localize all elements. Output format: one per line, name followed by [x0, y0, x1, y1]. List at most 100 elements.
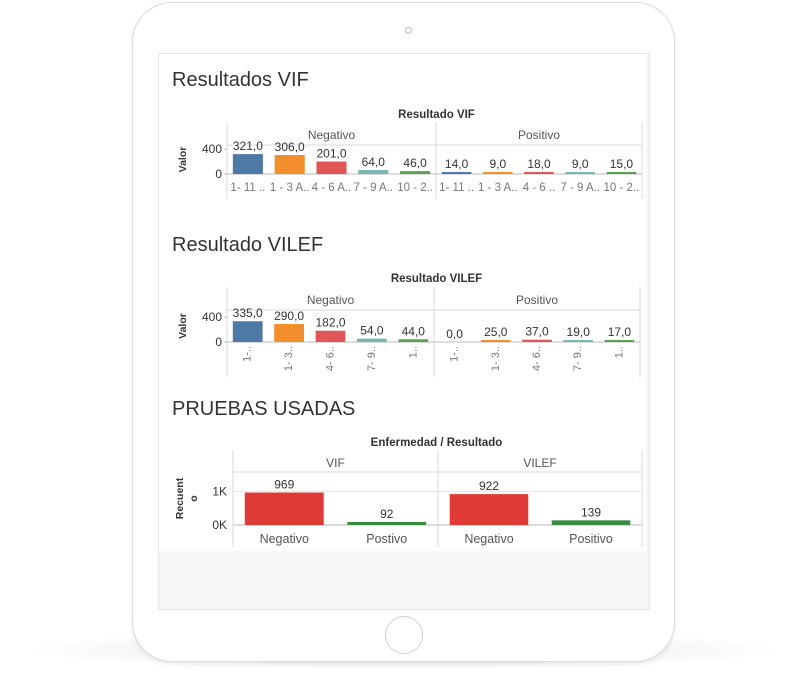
data-label: 44,0 — [402, 324, 426, 338]
bar — [347, 521, 427, 525]
bar — [358, 170, 389, 174]
dashboard: Resultados VIF Resultado VIF Valor 400 0 Ne… — [159, 54, 646, 551]
y-tick-label: 0 — [215, 335, 222, 349]
y-tick-label: 0 — [215, 167, 222, 181]
x-tick-label: 1- 11 .. — [230, 182, 265, 194]
bar — [441, 172, 472, 174]
data-label: 64,0 — [362, 155, 386, 169]
x-tick-label: Positivo — [569, 532, 613, 546]
data-label: 922 — [479, 479, 499, 493]
vif-chart-title: Resultado VIF — [398, 109, 475, 121]
bar — [316, 161, 347, 174]
data-label: 9,0 — [572, 157, 589, 171]
x-tick-label: 1- 11 .. — [439, 182, 474, 194]
x-tick-label: 10 - 2.. — [603, 182, 639, 194]
panel-header-negativo: Negativo — [307, 293, 355, 307]
panel-header-vif: VIF — [326, 456, 345, 470]
bar — [400, 171, 431, 174]
x-tick-label: 4 - 6 .. — [523, 182, 556, 194]
data-label: 290,0 — [274, 309, 304, 323]
bar — [274, 324, 305, 342]
tablet-screen: Resultados VIF Resultado VIF Valor 400 0 Ne… — [158, 53, 650, 610]
x-tick-label: Postivo — [366, 532, 407, 546]
bar — [524, 172, 554, 174]
x-tick-label: Negativo — [260, 532, 309, 546]
data-label: 19,0 — [567, 325, 591, 339]
x-tick-label: 1- 3.. — [490, 346, 502, 371]
x-tick-label: Negativo — [464, 532, 513, 546]
x-tick-label: 7- 9.. — [572, 346, 584, 371]
bar — [449, 494, 529, 525]
bar — [398, 339, 429, 342]
panel-header-positivo: Positivo — [518, 128, 560, 142]
x-tick-label: 4 - 6 A.. — [312, 182, 352, 194]
bar — [522, 339, 552, 342]
x-tick-label: 1.. — [613, 346, 625, 358]
data-label: 201,0 — [316, 147, 346, 161]
vif-bar-chart: Valor 400 0 Negativo 321,0 1- 11 .. 306,0 1 - 3… — [177, 122, 643, 199]
bar — [232, 154, 263, 174]
bar — [606, 172, 637, 174]
bar — [563, 340, 594, 342]
vif-section-heading: Resultados VIF — [172, 69, 309, 91]
bar — [565, 172, 596, 174]
bar — [274, 155, 305, 174]
bar — [232, 321, 263, 342]
data-label: 54,0 — [360, 324, 384, 338]
bar — [244, 492, 324, 525]
bar — [482, 172, 513, 174]
x-tick-label: 1-.. — [449, 346, 461, 362]
pruebas-chart-title: Enfermedad / Resultado — [370, 437, 503, 449]
y-axis-label: Valor — [177, 147, 189, 173]
data-label: 37,0 — [525, 325, 549, 339]
data-label: 182,0 — [315, 316, 345, 330]
vilef-bar-chart: Valor 400 0 Negativo 335,0 1-.. 290,0 1- 3.. 182… — [177, 287, 641, 377]
data-label: 92 — [380, 507, 394, 521]
data-label: 9,0 — [489, 157, 506, 171]
y-axis-label: Valor — [177, 313, 189, 339]
bar — [356, 338, 387, 342]
panel-header-vilef: VILEF — [523, 456, 556, 470]
pruebas-bar-chart: Recuent o 1K 0K VIF 969 Negativo 92 Postivo VILEF… — [174, 450, 643, 547]
data-label: 139 — [581, 505, 601, 519]
y-tick-label: 400 — [202, 142, 222, 156]
bar — [551, 520, 631, 525]
data-label: 25,0 — [484, 325, 508, 339]
camera-icon — [405, 27, 412, 34]
y-axis-label: Recuent — [174, 477, 186, 519]
data-label: 14,0 — [445, 157, 469, 171]
data-label: 335,0 — [233, 306, 263, 320]
data-label: 306,0 — [275, 140, 305, 154]
data-label: 15,0 — [610, 157, 634, 171]
x-tick-label: 10 - 2.. — [397, 182, 433, 194]
x-tick-label: 4- 6.. — [325, 346, 337, 371]
x-tick-label: 1-.. — [242, 346, 254, 362]
x-tick-label: 1.. — [407, 346, 419, 358]
x-tick-label: 1- 3.. — [283, 346, 295, 371]
x-tick-label: 7- 9.. — [366, 346, 378, 371]
panel-header-negativo: Negativo — [308, 128, 356, 142]
data-label: 321,0 — [233, 139, 263, 153]
y-axis-label: o — [188, 495, 200, 501]
data-label: 17,0 — [608, 325, 632, 339]
vilef-section-heading: Resultado VILEF — [172, 234, 324, 256]
y-tick-label: 0K — [212, 518, 227, 532]
data-label: 18,0 — [527, 157, 551, 171]
home-button[interactable] — [385, 616, 423, 654]
bar — [604, 340, 635, 342]
bar — [315, 330, 346, 342]
x-tick-label: 1 - 3 A.. — [270, 182, 310, 194]
panel-header-positivo: Positivo — [516, 293, 558, 307]
x-tick-label: 1 - 3 A.. — [478, 182, 518, 194]
pruebas-section-heading: PRUEBAS USADAS — [172, 398, 356, 420]
y-tick-label: 400 — [202, 310, 222, 324]
data-label: 969 — [274, 478, 294, 492]
data-label: 46,0 — [403, 156, 427, 170]
x-tick-label: 7 - 9 A.. — [353, 182, 393, 194]
x-tick-label: 4- 6.. — [531, 346, 543, 371]
vilef-chart-title: Resultado VILEF — [390, 273, 483, 285]
data-label: 0,0 — [446, 327, 463, 341]
y-tick-label: 1K — [212, 485, 227, 499]
bar — [480, 340, 511, 342]
x-tick-label: 7 - 9 A.. — [560, 182, 600, 194]
